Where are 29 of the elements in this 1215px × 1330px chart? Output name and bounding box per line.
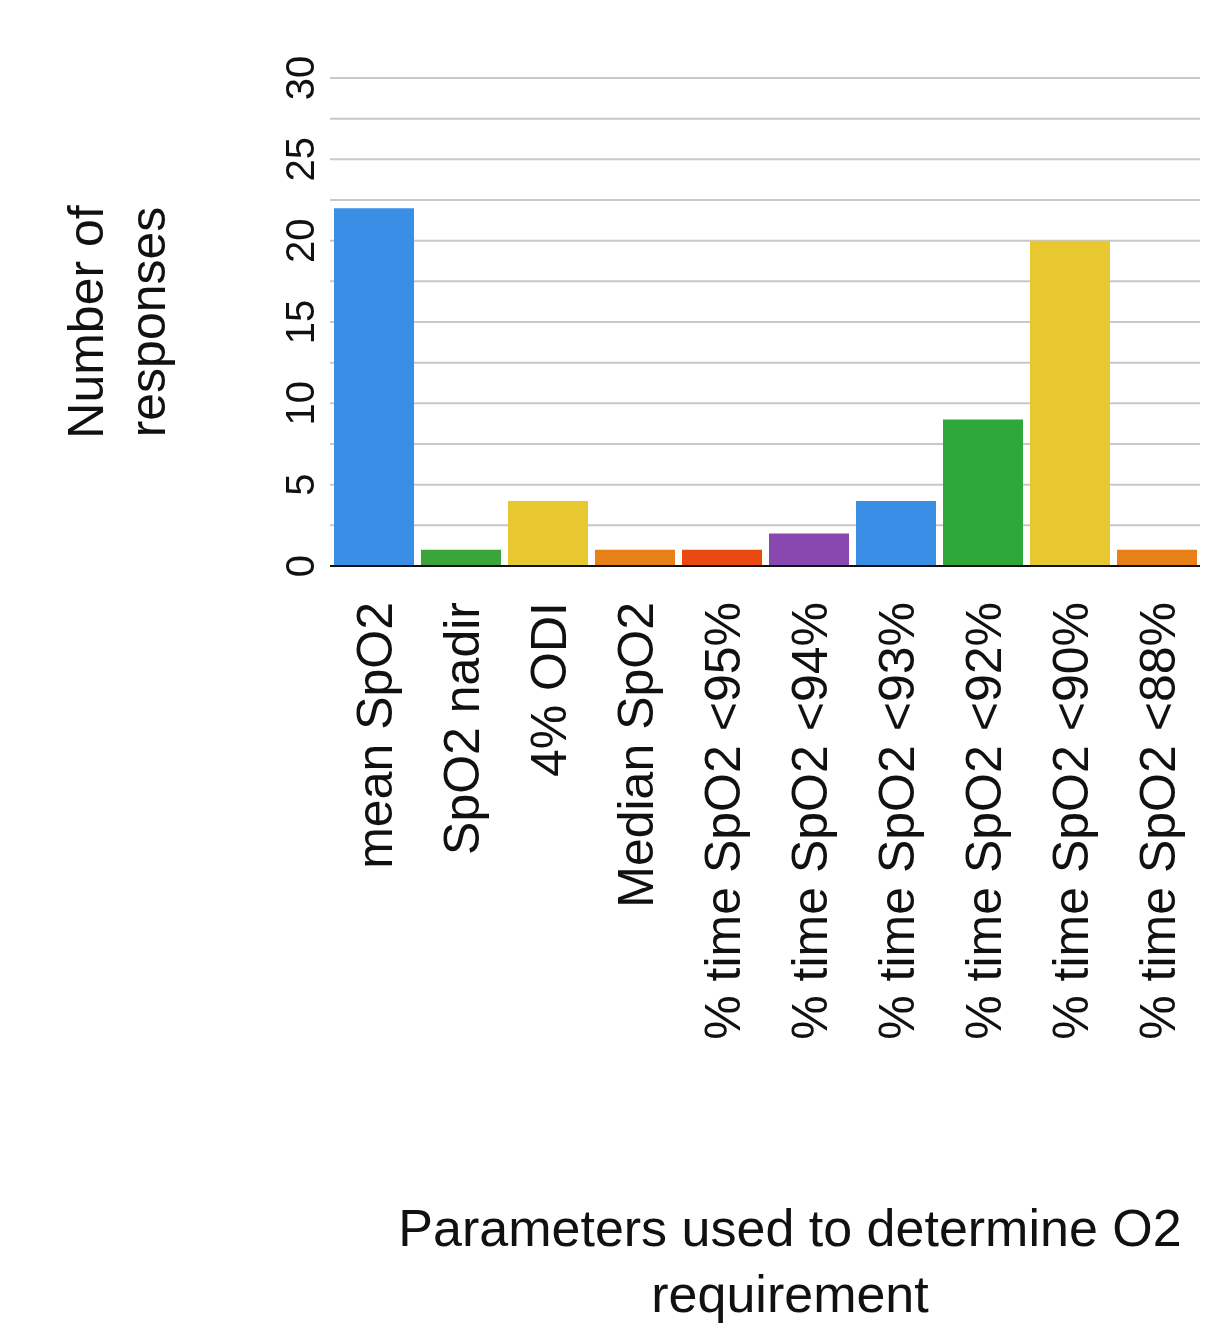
x-tick-label: % time SpO2 <95% bbox=[694, 602, 751, 1040]
x-tick-label: 4% ODI bbox=[520, 602, 577, 778]
y-tick-label: 5 bbox=[278, 473, 322, 496]
y-tick-label: 10 bbox=[278, 381, 322, 426]
x-tick-label: SpO2 nadir bbox=[433, 602, 490, 855]
y-tick-label: 0 bbox=[278, 554, 322, 578]
y-axis-title: Number of responses bbox=[57, 204, 177, 441]
bar bbox=[595, 549, 675, 566]
bar bbox=[334, 208, 414, 566]
x-tick-label: mean SpO2 bbox=[346, 602, 403, 869]
x-tick-label: % time SpO2 <94% bbox=[781, 602, 838, 1040]
bar bbox=[682, 549, 762, 566]
bar bbox=[943, 419, 1023, 566]
x-tick-label: % time SpO2 <93% bbox=[868, 602, 925, 1040]
bar bbox=[1030, 240, 1110, 566]
x-tick-label: Median SpO2 bbox=[607, 602, 664, 908]
x-tick-label: % time SpO2 <88% bbox=[1129, 602, 1186, 1040]
y-tick-label: 20 bbox=[278, 218, 322, 263]
bar bbox=[769, 533, 849, 566]
y-tick-label: 15 bbox=[278, 299, 322, 345]
bar bbox=[508, 500, 588, 566]
x-axis-title: Parameters used to determine O2 requirement bbox=[397, 1198, 1183, 1325]
y-tick-label: 30 bbox=[278, 55, 322, 101]
x-tick-label: % time SpO2 <90% bbox=[1042, 602, 1099, 1040]
x-tick-label: % time SpO2 <92% bbox=[955, 602, 1012, 1040]
bar bbox=[421, 549, 501, 566]
bar bbox=[1117, 549, 1197, 566]
y-tick-label: 25 bbox=[278, 137, 322, 182]
bar bbox=[856, 500, 936, 566]
